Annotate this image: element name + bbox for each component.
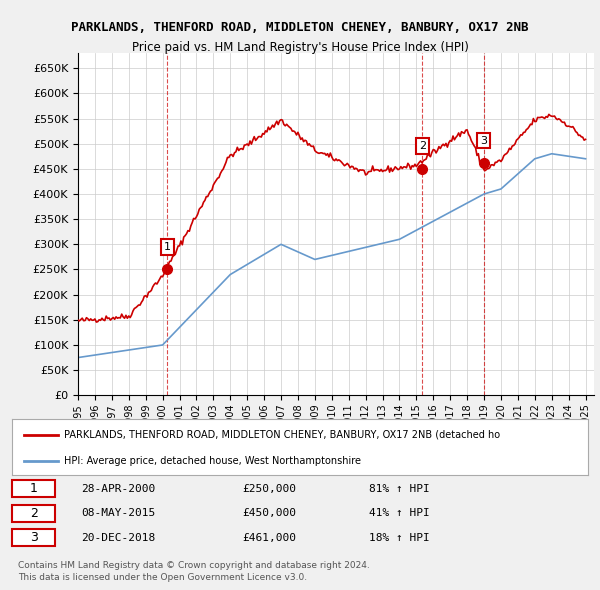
- Text: 1: 1: [30, 482, 38, 495]
- Text: 1: 1: [164, 242, 171, 252]
- Text: Contains HM Land Registry data © Crown copyright and database right 2024.: Contains HM Land Registry data © Crown c…: [18, 560, 370, 569]
- Text: £450,000: £450,000: [242, 509, 296, 518]
- FancyBboxPatch shape: [12, 529, 55, 546]
- Text: 18% ↑ HPI: 18% ↑ HPI: [369, 533, 430, 543]
- Text: PARKLANDS, THENFORD ROAD, MIDDLETON CHENEY, BANBURY, OX17 2NB: PARKLANDS, THENFORD ROAD, MIDDLETON CHEN…: [71, 21, 529, 34]
- Text: Price paid vs. HM Land Registry's House Price Index (HPI): Price paid vs. HM Land Registry's House …: [131, 41, 469, 54]
- Text: 41% ↑ HPI: 41% ↑ HPI: [369, 509, 430, 518]
- Text: £461,000: £461,000: [242, 533, 296, 543]
- Text: 81% ↑ HPI: 81% ↑ HPI: [369, 484, 430, 494]
- FancyBboxPatch shape: [12, 505, 55, 522]
- Text: This data is licensed under the Open Government Licence v3.0.: This data is licensed under the Open Gov…: [18, 573, 307, 582]
- Text: 20-DEC-2018: 20-DEC-2018: [81, 533, 155, 543]
- Text: 2: 2: [419, 141, 426, 151]
- FancyBboxPatch shape: [12, 480, 55, 497]
- Text: 28-APR-2000: 28-APR-2000: [81, 484, 155, 494]
- Text: 08-MAY-2015: 08-MAY-2015: [81, 509, 155, 518]
- Text: 2: 2: [30, 507, 38, 520]
- Text: PARKLANDS, THENFORD ROAD, MIDDLETON CHENEY, BANBURY, OX17 2NB (detached ho: PARKLANDS, THENFORD ROAD, MIDDLETON CHEN…: [64, 430, 500, 440]
- Text: HPI: Average price, detached house, West Northamptonshire: HPI: Average price, detached house, West…: [64, 456, 361, 466]
- Text: 3: 3: [480, 136, 487, 146]
- Text: 3: 3: [30, 532, 38, 545]
- Text: £250,000: £250,000: [242, 484, 296, 494]
